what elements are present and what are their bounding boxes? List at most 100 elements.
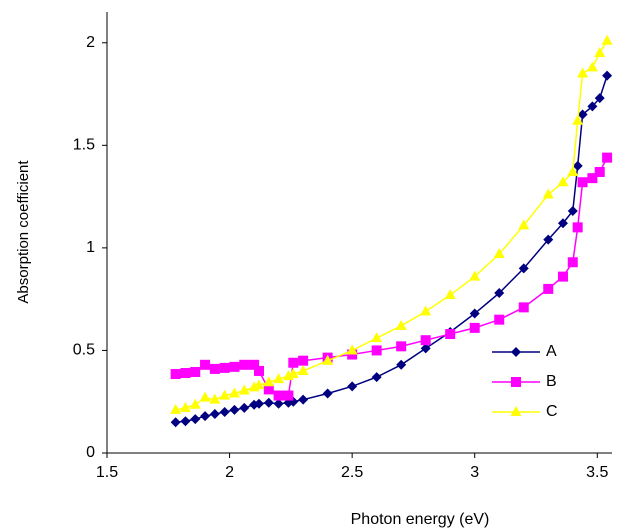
marker [586, 61, 598, 72]
marker [396, 341, 407, 352]
marker [263, 397, 274, 408]
marker [209, 363, 220, 374]
marker [322, 388, 333, 399]
marker [238, 384, 250, 395]
marker [347, 381, 358, 392]
marker [180, 368, 191, 379]
marker [322, 354, 334, 365]
marker [170, 369, 181, 380]
legend-label: C [546, 403, 558, 420]
marker [298, 355, 309, 366]
marker [209, 393, 221, 404]
marker [543, 283, 554, 294]
marker [567, 165, 579, 176]
y-tick-label: 0.5 [73, 342, 95, 359]
y-tick-label: 2 [86, 34, 95, 51]
series-line [175, 75, 608, 423]
marker [209, 409, 220, 420]
marker [288, 357, 299, 368]
marker [219, 406, 230, 417]
marker [494, 314, 505, 325]
marker [199, 391, 211, 402]
marker [602, 152, 613, 163]
marker [253, 379, 265, 390]
marker [200, 359, 211, 370]
marker [239, 359, 250, 370]
marker [420, 335, 431, 346]
marker [287, 368, 299, 379]
marker [542, 188, 554, 199]
marker [469, 270, 481, 281]
marker [594, 166, 605, 177]
x-tick-label: 3.5 [586, 464, 608, 481]
marker [396, 359, 407, 370]
marker [190, 414, 201, 425]
marker [170, 417, 181, 428]
x-axis-label: Photon energy (eV) [351, 511, 490, 528]
marker [273, 373, 285, 384]
marker [577, 109, 588, 120]
marker [283, 390, 294, 401]
marker [469, 322, 480, 333]
x-tick-label: 3 [470, 464, 479, 481]
marker [180, 416, 191, 427]
marker [179, 401, 191, 412]
marker [557, 176, 569, 187]
y-axis-label: Absorption coefficient [15, 160, 32, 304]
marker [253, 398, 264, 409]
legend-marker [510, 406, 522, 416]
marker [420, 305, 432, 316]
marker [263, 384, 274, 395]
marker [228, 387, 240, 398]
marker [445, 329, 456, 340]
marker [420, 343, 431, 354]
marker [273, 398, 284, 409]
marker [219, 362, 230, 373]
legend-marker [511, 347, 521, 357]
marker [518, 302, 529, 313]
marker [518, 263, 529, 274]
marker [543, 234, 554, 245]
marker [395, 319, 407, 330]
marker [297, 364, 309, 375]
marker [371, 372, 382, 383]
marker [557, 218, 568, 229]
marker [190, 366, 201, 377]
marker [229, 404, 240, 415]
y-tick-label: 1.5 [73, 137, 95, 154]
marker [572, 114, 584, 125]
marker [229, 361, 240, 372]
marker [444, 289, 456, 300]
marker [469, 308, 480, 319]
marker [347, 349, 358, 360]
marker [601, 34, 613, 45]
marker [594, 93, 605, 104]
marker [189, 398, 201, 409]
marker [273, 390, 284, 401]
marker [572, 160, 583, 171]
marker [577, 177, 588, 188]
marker [493, 248, 505, 259]
marker [494, 288, 505, 299]
marker [567, 205, 578, 216]
marker [219, 389, 231, 400]
marker [371, 345, 382, 356]
marker [602, 70, 613, 81]
marker [567, 257, 578, 268]
marker [518, 219, 530, 230]
x-tick-label: 2.5 [341, 464, 363, 481]
legend-marker [511, 377, 521, 387]
marker [587, 101, 598, 112]
marker [577, 67, 589, 78]
marker [239, 402, 250, 413]
legend-label: A [546, 343, 557, 360]
series-line [175, 40, 608, 411]
marker [594, 47, 606, 58]
marker [557, 271, 568, 282]
marker [200, 411, 211, 422]
y-tick-label: 0 [86, 444, 95, 461]
marker [572, 222, 583, 233]
x-tick-label: 1.5 [96, 464, 118, 481]
marker [249, 359, 260, 370]
